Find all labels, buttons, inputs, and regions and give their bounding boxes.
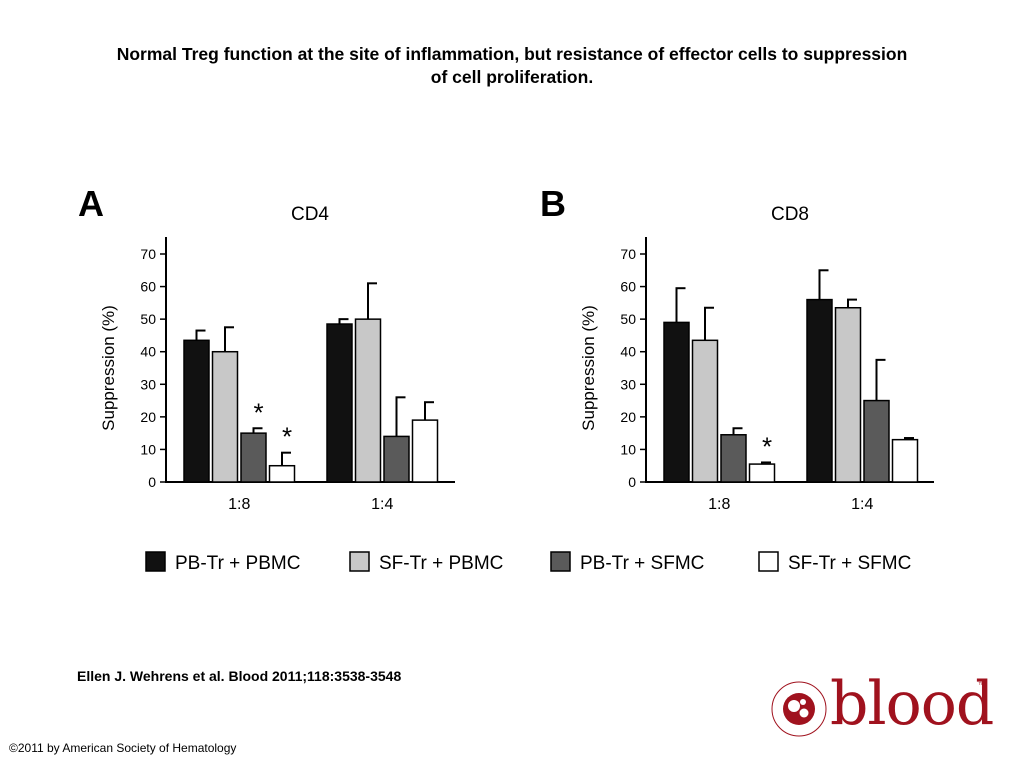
y-tick-label: 10	[620, 441, 636, 457]
y-tick-label: 60	[620, 279, 636, 295]
y-tick-label: 20	[140, 409, 156, 425]
legend-label: SF-Tr + PBMC	[379, 553, 503, 574]
bar	[691, 339, 719, 483]
trademark-symbol: ™	[978, 682, 985, 689]
legend-swatch	[349, 551, 370, 572]
legend-item: PB-Tr + PBMC	[145, 551, 300, 574]
bar	[748, 463, 776, 483]
y-tick-label: 0	[148, 474, 156, 490]
slide-title: Normal Treg function at the site of infl…	[30, 43, 994, 89]
chart-title: CD8	[771, 204, 809, 225]
bar	[354, 318, 382, 483]
panel-letter: A	[78, 183, 104, 224]
y-tick-label: 60	[140, 279, 156, 295]
x-tick-label: 1:4	[371, 496, 393, 513]
copyright-notice: ©2011 by American Society of Hematology	[9, 741, 237, 755]
slide-title-line-1: Normal Treg function at the site of infl…	[116, 44, 908, 64]
legend-item: PB-Tr + SFMC	[550, 551, 704, 574]
y-tick-label: 70	[140, 246, 156, 262]
legend-label: PB-Tr + SFMC	[580, 553, 704, 574]
y-tick-label: 50	[620, 311, 636, 327]
legend: PB-Tr + PBMC SF-Tr + PBMC PB-Tr + SFMC SF-T…	[145, 551, 911, 574]
y-tick-label: 40	[620, 344, 636, 360]
bar	[411, 419, 439, 483]
slide-title-line-2: of cell proliferation.	[430, 67, 594, 87]
blood-wordmark: blood	[830, 669, 994, 739]
society-seal-icon	[771, 681, 827, 737]
bar	[663, 321, 690, 483]
bar	[211, 350, 239, 483]
chart-panel-b: B CD8 0 10 20 30 40 50 60 70 Suppression (%) * 1:8 1:…	[540, 183, 934, 513]
citation: Ellen J. Wehrens et al. Blood 2011;118:3…	[77, 668, 402, 684]
blood-logo: blood ™	[770, 669, 994, 742]
bar	[183, 339, 210, 483]
y-tick-label: 0	[628, 474, 636, 490]
bar	[720, 434, 747, 483]
bar	[326, 323, 353, 483]
legend-swatch	[550, 551, 571, 572]
y-tick-label: 70	[620, 246, 636, 262]
x-tick-label: 1:8	[228, 496, 250, 513]
y-tick-label: 10	[140, 441, 156, 457]
y-axis-label: Suppression (%)	[579, 305, 598, 431]
chart-title: CD4	[291, 204, 329, 225]
bar	[891, 438, 919, 483]
bar	[240, 432, 267, 483]
legend-label: SF-Tr + SFMC	[788, 553, 911, 574]
legend-swatch	[145, 551, 166, 572]
bar	[806, 298, 833, 483]
legend-swatch	[758, 551, 779, 572]
significance-marker: *	[762, 431, 772, 461]
bar	[268, 464, 296, 483]
chart-panel-a: A CD4 0 10 20 30 40 50 60 70 Suppression (%) * * 1:8 1…	[78, 183, 455, 513]
bar	[834, 306, 862, 483]
y-tick-label: 30	[620, 376, 636, 392]
legend-item: SF-Tr + PBMC	[349, 551, 503, 574]
y-tick-label: 40	[140, 344, 156, 360]
panel-letter: B	[540, 183, 566, 224]
y-tick-label: 20	[620, 409, 636, 425]
legend-label: PB-Tr + PBMC	[175, 553, 300, 574]
y-tick-label: 30	[140, 376, 156, 392]
x-tick-label: 1:8	[708, 496, 730, 513]
x-tick-label: 1:4	[851, 496, 873, 513]
significance-marker: *	[282, 422, 292, 452]
y-tick-label: 50	[140, 311, 156, 327]
bar	[383, 435, 410, 483]
y-axis-label: Suppression (%)	[99, 305, 118, 431]
bar	[863, 399, 890, 483]
legend-item: SF-Tr + SFMC	[758, 551, 911, 574]
significance-marker: *	[253, 397, 263, 427]
